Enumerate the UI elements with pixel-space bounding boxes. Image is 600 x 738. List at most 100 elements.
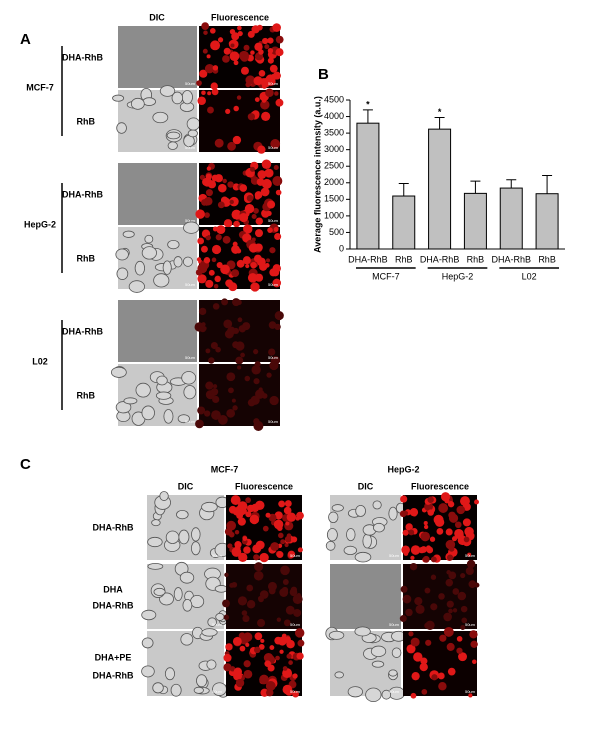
column-header: DIC [149, 12, 165, 22]
cell [446, 600, 454, 608]
cell [270, 542, 280, 551]
row-label: DHA-RhB [62, 189, 103, 199]
cell [135, 382, 151, 398]
row-label: DHA [103, 584, 123, 594]
cell [275, 189, 282, 196]
cell [202, 178, 210, 186]
cell [431, 674, 438, 681]
micrograph: 50um [325, 626, 407, 703]
image-background [199, 227, 280, 289]
cell [253, 207, 259, 214]
cell [286, 512, 297, 522]
scale-label: 50um [185, 419, 196, 424]
cell [214, 275, 221, 283]
cell [210, 388, 219, 396]
cell [466, 559, 476, 569]
cell [230, 43, 235, 48]
cell [222, 235, 231, 244]
cell [259, 674, 269, 685]
cell [254, 562, 264, 572]
cell [409, 562, 418, 571]
cell [274, 311, 284, 321]
cell [257, 618, 266, 628]
cell [232, 405, 238, 411]
cell [410, 545, 421, 555]
error-bar [506, 179, 517, 189]
cell [209, 28, 216, 34]
cell [233, 105, 239, 112]
cell [469, 630, 478, 639]
x-tick-label: RhB [395, 254, 413, 264]
cell [265, 512, 271, 518]
cell [430, 603, 438, 611]
cell [218, 414, 228, 425]
cell [268, 348, 276, 356]
cell [210, 40, 221, 51]
cell [408, 631, 414, 637]
cell [258, 70, 266, 77]
micrograph: 50um [195, 223, 282, 292]
cell [210, 82, 218, 90]
cell [215, 346, 221, 353]
cell [285, 605, 295, 615]
scale-label: 50um [290, 689, 301, 694]
cell [419, 662, 428, 672]
row-label: DHA-RhB [93, 522, 134, 532]
cell [223, 219, 233, 228]
cell [225, 279, 234, 288]
cell [152, 682, 164, 694]
cell [250, 503, 260, 513]
cell [462, 518, 471, 527]
cell [275, 48, 284, 57]
cell [205, 348, 211, 354]
cell [177, 414, 190, 424]
column-header: DIC [178, 481, 194, 491]
scale-label: 50um [389, 622, 400, 627]
scale-label: 50um [465, 622, 476, 627]
y-tick-label: 1000 [324, 210, 344, 220]
cell [197, 406, 206, 415]
cell [237, 517, 246, 526]
cell [438, 504, 447, 512]
y-tick-label: 4500 [324, 94, 344, 104]
cell [246, 600, 256, 609]
cell [191, 527, 201, 542]
bar [356, 122, 380, 250]
cell [247, 273, 258, 283]
cell [183, 385, 197, 400]
cell [464, 526, 474, 537]
cell [243, 44, 250, 51]
cell [152, 111, 169, 124]
block-title: HepG-2 [387, 464, 419, 474]
cell [141, 665, 155, 678]
cell [211, 410, 221, 420]
scale-label: 50um [212, 689, 223, 694]
cell [211, 244, 222, 255]
cell [270, 139, 281, 149]
cell [266, 210, 272, 217]
row-label: RhB [77, 390, 96, 400]
cell [267, 57, 274, 64]
cell [284, 542, 289, 548]
row-label: DHA-RhB [62, 52, 103, 62]
cell [465, 566, 474, 576]
cell [164, 667, 176, 681]
cell [206, 166, 212, 171]
micrograph: 50um [399, 492, 479, 563]
x-tick-label: DHA-RhB [420, 254, 460, 264]
cell [171, 91, 184, 105]
cell [388, 506, 398, 521]
cell [237, 596, 248, 606]
cell [116, 267, 129, 280]
cell [110, 366, 127, 378]
row-label: DHA-RhB [93, 600, 134, 610]
y-tick-label: 2000 [324, 177, 344, 187]
cell [151, 519, 161, 527]
cell [391, 647, 402, 658]
cell [269, 360, 279, 371]
cell [269, 395, 279, 406]
cell [205, 381, 214, 390]
cell [207, 180, 217, 189]
cell [229, 51, 240, 62]
